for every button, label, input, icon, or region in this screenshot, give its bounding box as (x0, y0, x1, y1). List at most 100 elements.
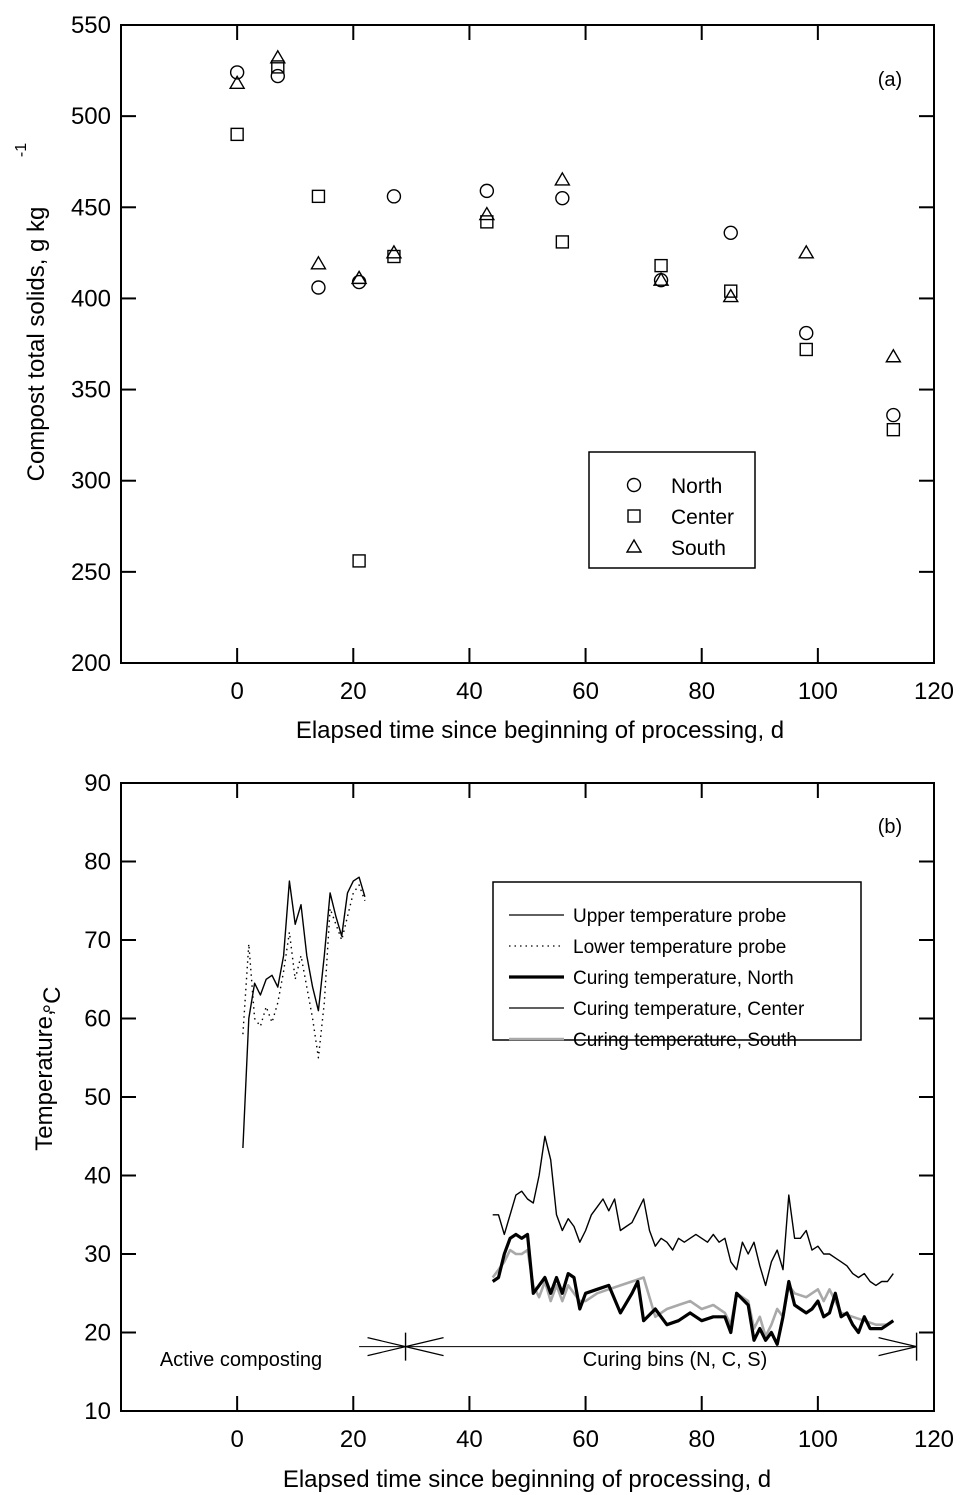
x-tick-label: 100 (798, 678, 838, 705)
phase-annotations-b (359, 1332, 918, 1361)
data-point-north (723, 225, 738, 241)
x-axis-title-b: Elapsed time since beginning of processi… (283, 1466, 771, 1493)
data-point-south (798, 244, 815, 259)
legend-label-upper-probe: Upper temperature probe (573, 906, 786, 927)
legend-box-a (588, 451, 756, 569)
y-tick-label: 300 (71, 468, 111, 495)
active-composting-label: Active composting (160, 1349, 322, 1371)
legend-marker-north (626, 477, 642, 493)
series-line-curing-temperature-north (491, 1232, 895, 1346)
data-point-south (228, 74, 246, 90)
panel-label-b: (b) (878, 816, 902, 838)
data-point-south (554, 171, 571, 186)
x-tick-label: 60 (572, 678, 599, 705)
legend-label-curing-south: Curing temperature, South (573, 1030, 797, 1051)
data-point-north (886, 407, 901, 423)
scatter-points-a (228, 49, 902, 568)
data-point-center (654, 258, 668, 273)
data-point-south (652, 271, 670, 286)
temperature-lines-b (242, 876, 895, 1346)
x-tick-label: 20 (340, 678, 367, 705)
x-tick-label: 20 (340, 1426, 367, 1453)
y-axis-title-b: Temperature, (31, 1009, 58, 1150)
curing-bins-label: Curing bins (N, C, S) (583, 1349, 768, 1371)
data-point-center (886, 422, 901, 437)
data-point-north (270, 68, 285, 84)
data-point-center (724, 284, 738, 298)
plot-frame-a (120, 24, 935, 664)
data-point-center (230, 127, 244, 142)
y-tick-label: 60 (84, 1006, 111, 1033)
x-tick-label: 100 (798, 1426, 838, 1453)
x-tick-label: 40 (456, 678, 483, 705)
data-point-north (229, 65, 245, 80)
y-tick-label: 200 (71, 650, 111, 677)
data-point-center (352, 554, 366, 568)
y-axis-title-superscript-a: -1 (13, 143, 30, 157)
data-point-north (555, 190, 570, 206)
legend-label-north: North (671, 475, 722, 498)
series-line-curing-temperature-south (491, 1248, 895, 1338)
y-axis-unit-b: °C (39, 987, 66, 1014)
x-tick-label: 60 (572, 1426, 599, 1453)
curing-arrow-head-left (405, 1337, 444, 1357)
x-tick-label: 120 (914, 678, 954, 705)
x-axis-title-a: Elapsed time since beginning of processi… (296, 717, 784, 744)
x-tick-label: 0 (230, 1426, 243, 1453)
series-line-upper-temperature-probe (242, 876, 366, 1149)
panel-b: 0 20 40 60 80 100 120 10 20 30 40 50 60 70 80 90 (b) E… (31, 770, 954, 1493)
data-point-north (479, 183, 495, 199)
data-point-center (799, 342, 813, 357)
data-point-south (350, 269, 368, 285)
y-tick-label: 500 (71, 103, 111, 130)
legend-marker-south (625, 538, 643, 553)
legend-a: North Center South (588, 451, 756, 569)
axis-ticks-a (121, 24, 935, 664)
plot-frame-b (120, 782, 935, 1412)
data-point-center (271, 60, 285, 74)
y-tick-label: 70 (84, 927, 111, 954)
y-tick-label: 250 (71, 559, 111, 586)
legend-b: Upper temperature probe Lower temperatur… (492, 881, 862, 1051)
data-point-south (310, 255, 327, 270)
data-point-center (311, 189, 326, 204)
axis-ticks-b (121, 782, 935, 1412)
y-tick-labels-a: 200 250 300 350 400 450 500 550 (71, 12, 111, 677)
data-point-south (385, 244, 403, 259)
x-tick-labels-b: 0 20 40 60 80 100 120 (230, 1426, 954, 1453)
x-tick-label: 120 (914, 1426, 954, 1453)
panel-label-a: (a) (878, 69, 902, 91)
y-tick-label: 550 (71, 12, 111, 39)
x-tick-label: 0 (230, 678, 243, 705)
legend-label-center: Center (671, 506, 734, 529)
x-tick-label: 80 (688, 678, 715, 705)
y-tick-label: 400 (71, 285, 111, 312)
data-point-south (722, 288, 739, 303)
y-tick-label: 10 (84, 1398, 111, 1425)
y-tick-label: 90 (84, 770, 111, 797)
x-tick-label: 40 (456, 1426, 483, 1453)
data-point-north (351, 274, 367, 290)
data-point-south (478, 206, 496, 221)
data-point-south (885, 348, 902, 363)
data-point-north (311, 280, 326, 295)
legend-box-b (492, 881, 862, 1041)
series-line-lower-temperature-probe (242, 884, 366, 1059)
legend-label-curing-north: Curing temperature, North (573, 968, 794, 989)
x-tick-label: 80 (688, 1426, 715, 1453)
legend-label-curing-center: Curing temperature, Center (573, 999, 805, 1020)
y-tick-label: 450 (71, 194, 111, 221)
y-tick-label: 20 (84, 1320, 111, 1347)
legend-marker-center (627, 509, 641, 523)
data-point-center (555, 235, 570, 249)
data-point-north (386, 189, 402, 204)
y-tick-label: 80 (84, 849, 111, 876)
series-line-curing-temperature-center (492, 1135, 894, 1287)
data-point-south (269, 49, 287, 64)
panel-a: 0 20 40 60 80 100 120 200 250 300 350 400 450 500 550… (13, 12, 954, 744)
y-tick-label: 50 (84, 1084, 111, 1111)
y-axis-title-a: Compost total solids, g kg (23, 207, 50, 482)
legend-label-lower-probe: Lower temperature probe (573, 937, 786, 958)
y-tick-labels-b: 10 20 30 40 50 60 70 80 90 (84, 770, 111, 1425)
